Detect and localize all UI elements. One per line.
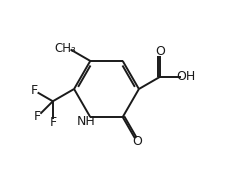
Text: F: F bbox=[34, 110, 41, 123]
Text: O: O bbox=[132, 135, 142, 148]
Text: F: F bbox=[31, 84, 38, 97]
Text: NH: NH bbox=[77, 116, 95, 129]
Text: F: F bbox=[49, 116, 56, 129]
Text: CH₃: CH₃ bbox=[54, 42, 76, 55]
Text: O: O bbox=[156, 45, 166, 58]
Text: OH: OH bbox=[176, 70, 196, 83]
